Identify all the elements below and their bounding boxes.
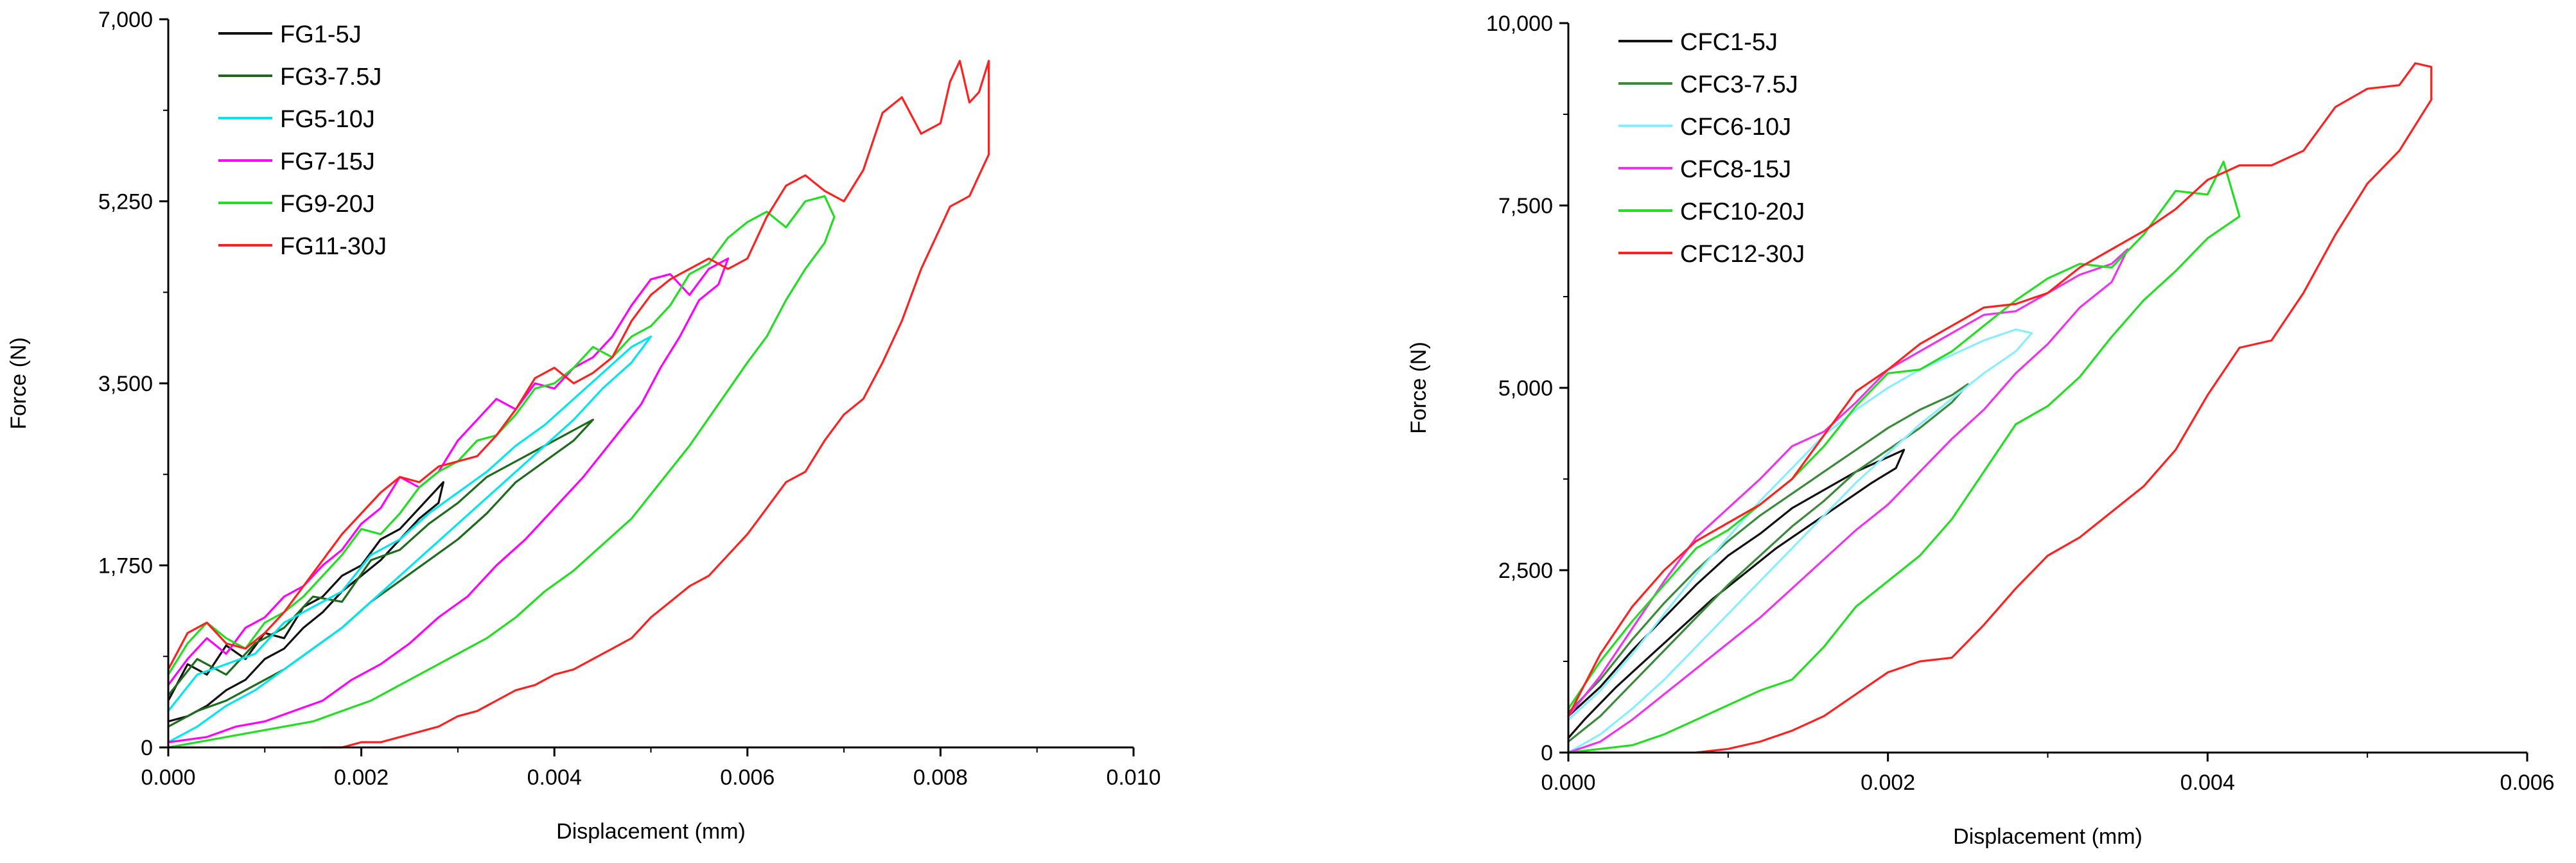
x-tick-label: 0.004 [2180, 771, 2235, 795]
legend: FG1-5J FG3-7.5J FG5-10J FG7-15J FG9-20J FG11-… [218, 21, 387, 260]
y-axis-title: Force (N) [1406, 342, 1431, 434]
x-tick-label: 0.002 [1861, 771, 1915, 795]
series-line-2 [167, 419, 594, 728]
y-tick-label: 0 [1541, 741, 1553, 765]
legend-entry-label: CFC3-7.5J [1680, 71, 1798, 98]
legend-entry-label: FG9-20J [280, 191, 375, 218]
y-tick-label: 7,000 [98, 8, 153, 32]
y-tick-label: 5,000 [1498, 376, 1553, 401]
legend-entry-label: CFC6-10J [1680, 114, 1791, 141]
legend-entry-label: CFC10-20J [1680, 198, 1805, 225]
legend: CFC1-5J CFC3-7.5J CFC6-10J CFC8-15J CFC10-20… [1618, 29, 1805, 268]
legend-entry-label: CFC8-15J [1680, 156, 1791, 183]
series-line-1 [1567, 449, 1906, 739]
legend-entry-label: FG3-7.5J [280, 64, 381, 91]
x-tick-label: 0.004 [527, 765, 582, 790]
series-line-1 [167, 481, 444, 723]
y-tick-label: 0 [141, 736, 153, 760]
y-tick-label: 2,500 [1498, 559, 1553, 583]
y-axis-title: Force (N) [6, 337, 31, 430]
chart-panel-1: 0.000 0.002 0.004 0.006 0.008 0.010 0 1,750 3,50… [6, 8, 1161, 844]
series-line-4 [167, 257, 730, 744]
series-line-6 [167, 60, 990, 749]
y-tick-label: 3,500 [98, 372, 153, 396]
series-line-6 [1567, 62, 2433, 754]
legend-entry-label: FG5-10J [280, 106, 375, 133]
series-line-3 [167, 335, 653, 744]
series-line-5 [1567, 161, 2241, 754]
legend-entry-label: FG7-15J [280, 148, 375, 175]
series-line-4 [1567, 248, 2129, 754]
x-tick-label: 0.006 [2500, 771, 2554, 795]
x-tick-label: 0.008 [913, 765, 968, 790]
chart-panel-2: 0.000 0.002 0.004 0.006 0 2,500 5,000 7,500 10,0… [1406, 12, 2555, 849]
x-tick-label: 0.000 [1541, 771, 1595, 795]
y-tick-label: 1,750 [98, 554, 153, 579]
legend-entry-label: FG1-5J [280, 21, 362, 48]
x-tick-label: 0.002 [334, 765, 389, 790]
legend-entry-label: FG11-30J [280, 233, 387, 260]
x-tick-label: 0.006 [720, 765, 775, 790]
y-tick-label: 7,500 [1498, 194, 1553, 218]
series-line-3 [1567, 328, 2033, 754]
legend-entry-label: CFC12-30J [1680, 241, 1805, 268]
x-axis-title: Displacement (mm) [556, 819, 746, 844]
y-tick-label: 5,250 [98, 190, 153, 214]
x-tick-label: 0.010 [1106, 765, 1161, 790]
y-tick-label: 10,000 [1486, 12, 1553, 36]
x-tick-label: 0.000 [141, 765, 195, 790]
legend-entry-label: CFC1-5J [1680, 29, 1778, 56]
series-line-5 [167, 195, 836, 749]
x-axis-title: Displacement (mm) [1953, 824, 2142, 849]
